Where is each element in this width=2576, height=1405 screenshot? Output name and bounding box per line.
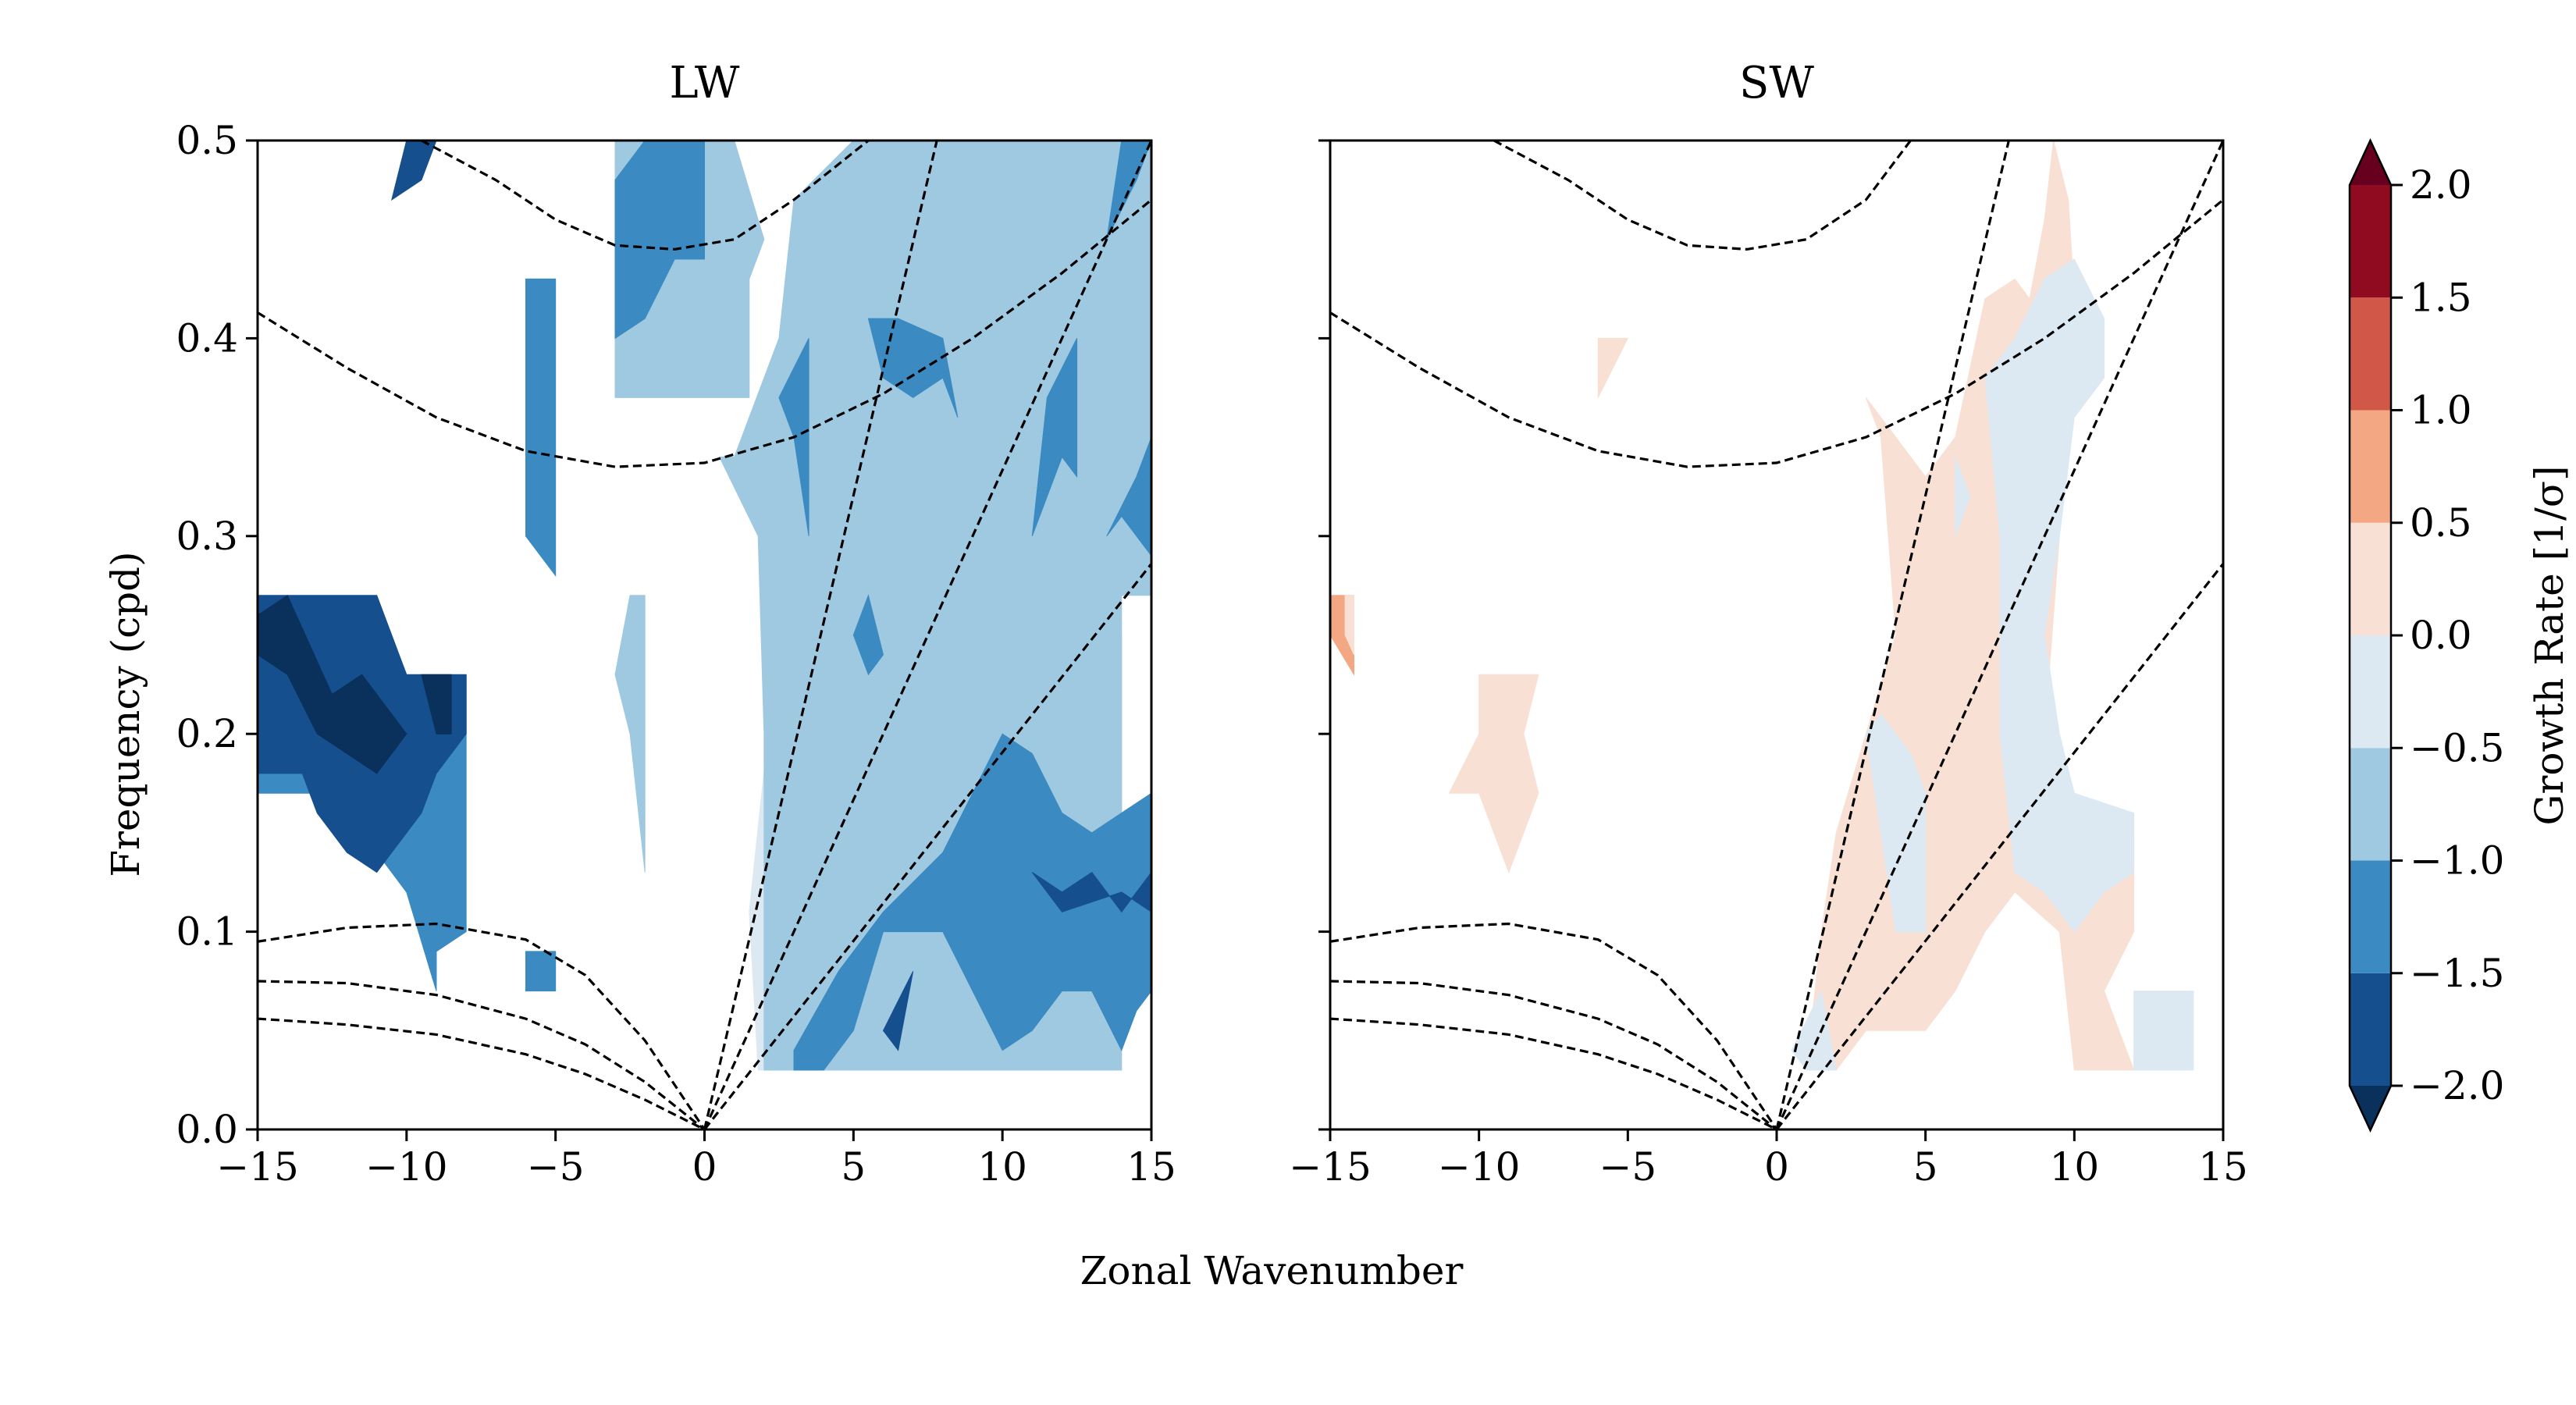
y-tick-label: 0.5 [176, 118, 238, 163]
x-tick-label: 10 [977, 1144, 1027, 1190]
colorbar-extend-low [2350, 1086, 2391, 1130]
colorbar-segment [2350, 522, 2391, 635]
contour-region [1031, 871, 1151, 913]
y-axis-label: Frequency (cpd) [103, 551, 148, 877]
y-tick-label: 0.0 [176, 1107, 238, 1152]
panel-lw: −15 −10 −5 0 5 10 15 0.0 0.1 0.2 0.3 0.4 0.5 LW [176, 58, 1176, 1190]
contour-region [614, 140, 705, 340]
contour-region [867, 318, 959, 418]
contour-region [1955, 457, 1971, 536]
x-axis-label: Zonal Wavenumber [1080, 1248, 1464, 1293]
contour-region [614, 595, 646, 873]
x-tick-label: 10 [2050, 1144, 2100, 1190]
colorbar: −2.0 −1.5 −1.0 −0.5 0.0 0.5 1.0 1.5 2.0 [2348, 138, 2504, 1133]
contour-region [793, 733, 1151, 1071]
plot-area [1330, 140, 2223, 1129]
y-tick-label: 0.3 [176, 514, 238, 559]
colorbar-tick-label: −0.5 [2410, 725, 2504, 770]
colorbar-tick-label: 2.0 [2410, 162, 2472, 208]
x-tick-label: 0 [692, 1144, 717, 1190]
colorbar-tick-label: 1.0 [2410, 388, 2472, 433]
plot-area [258, 140, 1151, 1129]
colorbar-segment [2350, 748, 2391, 861]
contour-region [2133, 991, 2194, 1071]
contour-region [421, 674, 452, 735]
x-tick-label: −15 [1289, 1144, 1372, 1190]
y-tick-label: 0.4 [176, 315, 238, 361]
x-tick-label: −10 [1438, 1144, 1521, 1190]
colorbar-tick-label: 0.0 [2410, 613, 2472, 658]
colorbar-extend-high [2350, 140, 2391, 185]
y-tick-label: 0.1 [176, 909, 238, 955]
dispersion-curve [1493, 140, 1912, 251]
colorbar-tick-label: −1.0 [2410, 838, 2504, 884]
contour-region [525, 951, 557, 992]
dispersion-curve [703, 563, 1151, 1129]
x-tick-label: 5 [841, 1144, 866, 1190]
dispersion-curve [1775, 140, 2010, 1129]
dispersion-curve [421, 140, 870, 251]
colorbar-tick-label: −2.0 [2410, 1063, 2504, 1108]
dispersion-curve [258, 980, 706, 1129]
contour-region [1448, 674, 1539, 874]
dispersion-curve [703, 140, 938, 1129]
colorbar-segment [2350, 860, 2391, 973]
contour-region [1597, 337, 1629, 398]
contour-region [1031, 338, 1078, 536]
x-tick-label: −10 [365, 1144, 448, 1190]
colorbar-tick-label: −1.5 [2410, 951, 2504, 996]
dispersion-curve [258, 1017, 706, 1129]
x-tick-label: 15 [2198, 1144, 2248, 1190]
panel-title: SW [1739, 58, 1814, 108]
colorbar-segment [2350, 635, 2391, 749]
x-tick-label: −5 [527, 1144, 585, 1190]
contour-region [1106, 436, 1151, 557]
x-tick-label: 5 [1913, 1144, 1938, 1190]
x-tick-label: 0 [1764, 1144, 1789, 1190]
dispersion-curve [703, 140, 1151, 1129]
colorbar-segment [2350, 297, 2391, 411]
dispersion-curve [1330, 1017, 1777, 1129]
y-tick-label: 0.2 [176, 711, 238, 756]
contour-region [882, 971, 914, 1051]
dispersion-curve [1330, 922, 1778, 1129]
colorbar-label: Growth Rate [1/σ] [2527, 466, 2572, 826]
x-tick-label: 15 [1126, 1144, 1176, 1190]
contour-region [525, 278, 557, 577]
colorbar-tick-label: 0.5 [2410, 500, 2472, 546]
contour-region [391, 140, 437, 201]
panel-sw: −15 −10 −5 0 5 10 15 SW [1289, 58, 2248, 1190]
contour-region [1791, 990, 1837, 1071]
contour-region [258, 595, 407, 774]
panel-title: LW [670, 58, 740, 108]
dispersion-curve [1775, 140, 2223, 1129]
dispersion-curve [1775, 563, 2223, 1129]
colorbar-tick-label: 1.5 [2410, 275, 2472, 320]
colorbar-segment [2350, 973, 2391, 1086]
colorbar-segment [2350, 185, 2391, 298]
dispersion-curve [258, 922, 706, 1129]
x-tick-label: −15 [216, 1144, 299, 1190]
dispersion-curve [258, 198, 1151, 468]
contour-region [1344, 595, 1354, 656]
dispersion-curve [1330, 980, 1777, 1129]
contour-region [852, 594, 884, 676]
x-tick-label: −5 [1599, 1144, 1656, 1190]
dispersion-curve [1330, 198, 2223, 468]
contour-region [1106, 140, 1151, 240]
colorbar-segment [2350, 410, 2391, 523]
